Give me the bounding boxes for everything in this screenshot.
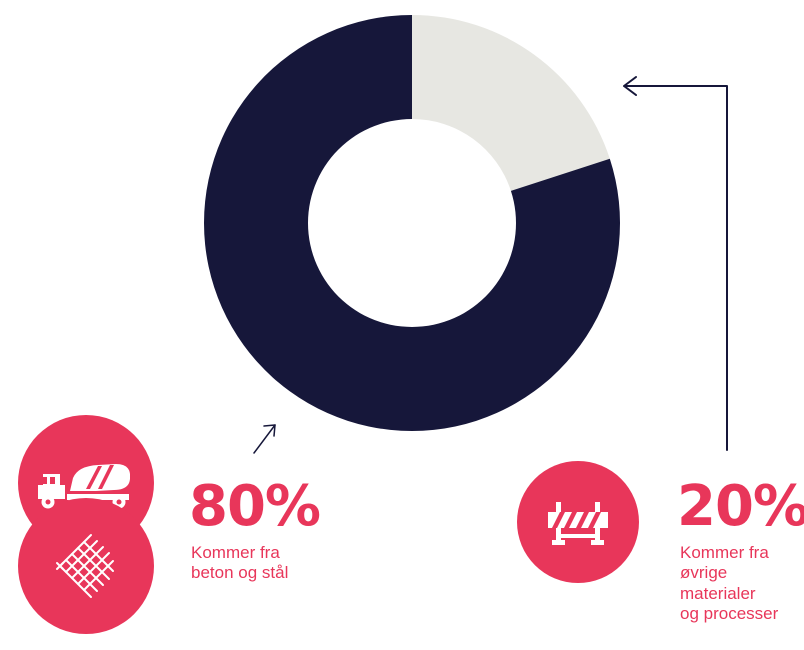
description-80-line: beton og stål [191,563,289,583]
rebar-mesh-icon [18,498,154,634]
donut-chart [204,15,620,431]
donut-slice-20 [412,15,610,191]
road-barrier-icon [517,461,639,583]
description-20-line: og processer [680,604,779,624]
description-20-line: Kommer fra [680,543,769,562]
description-20-line: materialer [680,583,756,603]
description-80-line: Kommer fra [191,543,280,562]
description-80: Kommer fra beton og stål [191,543,288,584]
percent-80-label: 80% [189,474,321,539]
description-20-line: øvrige [680,563,728,583]
description-20: Kommer fra øvrige materialer og processe… [680,543,778,625]
donut-slice-80 [204,15,620,431]
percent-20-label: 20% [677,474,804,539]
arrow-to-20-slice [623,76,728,451]
arrow-to-80-slice [253,424,276,454]
